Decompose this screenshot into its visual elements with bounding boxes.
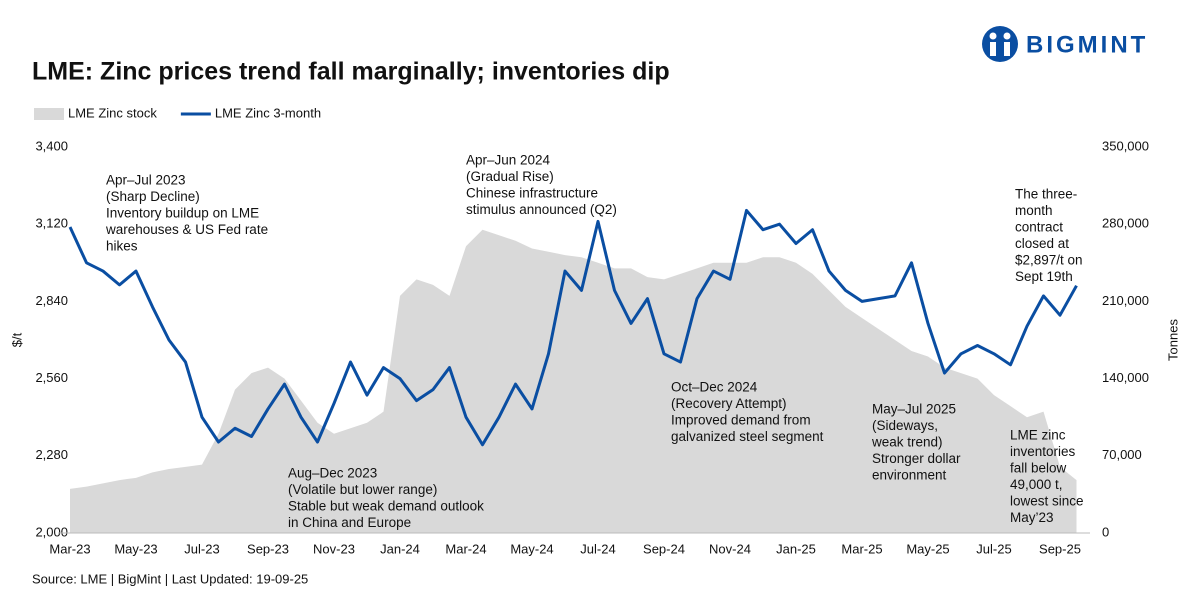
annotation: stimulus announced (Q2) — [466, 202, 617, 217]
stock-area — [70, 229, 1077, 533]
chart-title: LME: Zinc prices trend fall marginally; … — [32, 58, 670, 86]
legend-label: LME Zinc stock — [68, 105, 157, 120]
annotation: (Volatile but lower range) — [288, 482, 437, 497]
x-tick-label: Nov-24 — [709, 541, 751, 556]
annotation: Aug–Dec 2023 — [288, 466, 377, 481]
annotation: Stronger dollar — [872, 451, 961, 466]
annotation: May–Jul 2025 — [872, 402, 956, 417]
annotation: inventories — [1010, 444, 1076, 459]
logo: BIGMINT — [982, 26, 1148, 62]
annotation: weak trend) — [871, 435, 943, 450]
annotation: (Gradual Rise) — [466, 169, 554, 184]
annotation: galvanized steel segment — [671, 429, 824, 444]
annotation: 49,000 t, — [1010, 477, 1063, 492]
annotation: (Sharp Decline) — [106, 189, 200, 204]
y2-tick-label: 140,000 — [1102, 370, 1149, 385]
annotation: in China and Europe — [288, 515, 411, 530]
y-tick-label: 3,120 — [35, 216, 68, 231]
x-tick-label: Nov-23 — [313, 541, 355, 556]
annotation: contract — [1015, 220, 1063, 235]
annotation: warehouses & US Fed rate — [105, 222, 268, 237]
y-tick-label: 2,280 — [35, 447, 68, 462]
annotation: Stable but weak demand outlook — [288, 499, 484, 514]
annotation: The three- — [1015, 187, 1077, 202]
y2-tick-label: 280,000 — [1102, 216, 1149, 231]
annotation: fall below — [1010, 461, 1067, 476]
legend-label: LME Zinc 3-month — [215, 105, 321, 120]
x-tick-label: May-25 — [906, 541, 949, 556]
brand: BIGMINT — [1026, 31, 1148, 58]
annotation: Chinese infrastructure — [466, 186, 598, 201]
y-tick-label: 2,560 — [35, 370, 68, 385]
annotation: Apr–Jul 2023 — [106, 173, 186, 188]
price-line — [68, 208, 1078, 447]
x-tick-label: May-24 — [510, 541, 553, 556]
annotation: closed at — [1015, 236, 1069, 251]
annotation: Sept 19th — [1015, 269, 1073, 284]
source: Source: LME | BigMint | Last Updated: 19… — [32, 571, 308, 586]
y-tick-label: 2,000 — [35, 524, 68, 539]
x-tick-label: Jan-24 — [380, 541, 420, 556]
x-tick-label: Jul-23 — [184, 541, 219, 556]
y2-axis-label: Tonnes — [1165, 319, 1180, 361]
annotation: Apr–Jun 2024 — [466, 153, 551, 168]
y-tick-label: 2,840 — [35, 293, 68, 308]
x-tick-label: Jan-25 — [776, 541, 816, 556]
y-axis-label: $/t — [9, 332, 24, 347]
annotation: environment — [872, 468, 947, 483]
y2-tick-label: 350,000 — [1102, 138, 1149, 153]
annotation: $2,897/t on — [1015, 253, 1083, 268]
y-tick-label: 3,400 — [35, 138, 68, 153]
annotation: month — [1015, 203, 1053, 218]
x-tick-label: Sep-23 — [247, 541, 289, 556]
y2-tick-label: 70,000 — [1102, 447, 1142, 462]
x-tick-label: Jul-24 — [580, 541, 615, 556]
annotation: Inventory buildup on LME — [106, 206, 259, 221]
annotation: (Sideways, — [872, 418, 938, 433]
legend-swatch — [34, 108, 64, 120]
x-tick-label: Mar-23 — [49, 541, 90, 556]
annotation: Improved demand from — [671, 413, 811, 428]
annotation: hikes — [106, 239, 138, 254]
x-tick-label: Jul-25 — [976, 541, 1011, 556]
x-tick-label: May-23 — [114, 541, 157, 556]
x-tick-label: Mar-25 — [841, 541, 882, 556]
annotation: (Recovery Attempt) — [671, 396, 787, 411]
annotation: Oct–Dec 2024 — [671, 380, 758, 395]
annotation: lowest since — [1010, 494, 1084, 509]
annotation: LME zinc — [1010, 428, 1066, 443]
x-tick-label: Mar-24 — [445, 541, 486, 556]
y2-tick-label: 0 — [1102, 524, 1109, 539]
annotation: May’23 — [1010, 510, 1054, 525]
x-tick-label: Sep-24 — [643, 541, 685, 556]
y2-tick-label: 210,000 — [1102, 293, 1149, 308]
x-tick-label: Sep-25 — [1039, 541, 1081, 556]
